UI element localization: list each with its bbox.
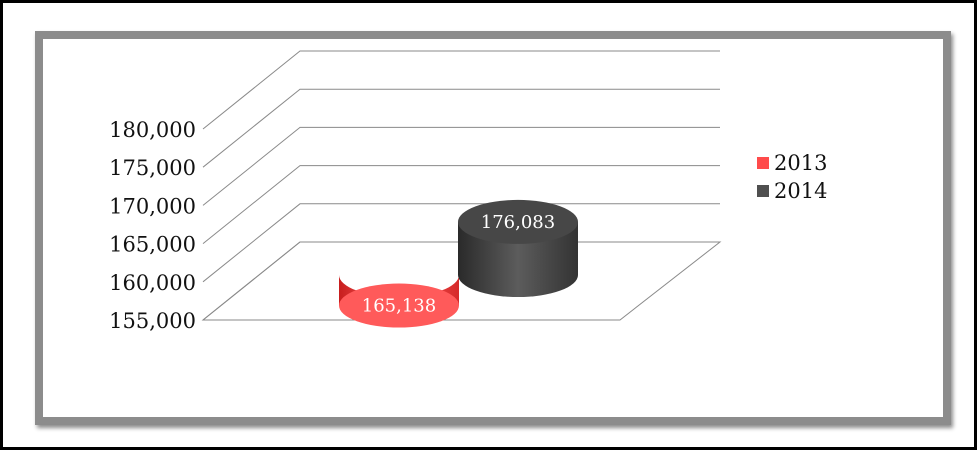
legend-swatch-2013 [757, 157, 769, 169]
gridline [202, 50, 720, 130]
floor [201, 241, 722, 321]
data-label-2014: 176,083 [481, 212, 555, 233]
gridline [202, 203, 720, 283]
bar-top [339, 283, 459, 328]
legend-swatch-2014 [757, 185, 769, 197]
y-tick-label: 165,000 [109, 233, 196, 257]
bar-top [458, 199, 578, 244]
y-tick-label: 175,000 [109, 156, 196, 180]
legend-label-2014: 2014 [774, 179, 827, 203]
data-labels: 165,138 176,083 [362, 212, 555, 317]
gridline [202, 88, 720, 168]
grid [201, 50, 722, 321]
legend-label-2013: 2013 [774, 151, 827, 175]
y-tick-label: 155,000 [109, 309, 196, 333]
gridline [202, 165, 720, 244]
bars [339, 199, 578, 328]
y-tick-label: 160,000 [109, 271, 196, 295]
legend: 2013 2014 [757, 151, 827, 203]
data-label-2013: 165,138 [362, 296, 436, 317]
y-tick-label: 180,000 [109, 118, 196, 142]
y-axis-ticks: 155,000 160,000 165,000 170,000 175,000 180,0… [109, 118, 196, 333]
bar-2014 [458, 199, 578, 297]
bar-2013 [339, 275, 459, 328]
y-tick-label: 170,000 [109, 194, 196, 218]
gridline [202, 126, 720, 206]
